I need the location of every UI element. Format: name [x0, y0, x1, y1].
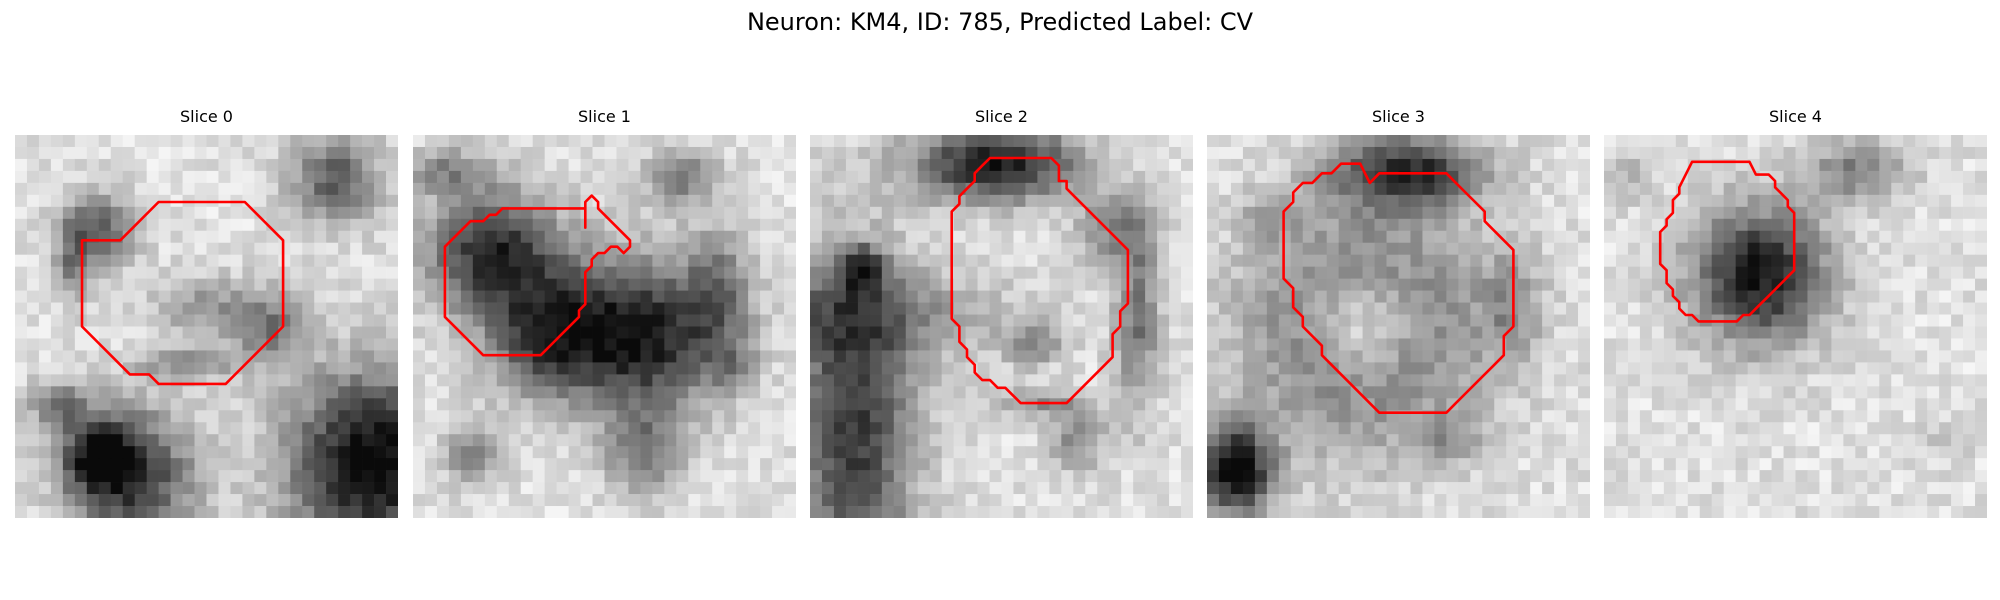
segmentation-contour-3 — [1282, 162, 1515, 415]
slice-pixels-1 — [413, 135, 796, 518]
slice-pixels-4 — [1604, 135, 1987, 518]
segmentation-contour-2 — [950, 156, 1130, 405]
slice-pixels-0 — [15, 135, 398, 518]
slice-image-2 — [810, 135, 1193, 518]
slice-panel-4: Slice 4 — [1604, 106, 1987, 518]
segmentation-contour-0 — [80, 200, 285, 386]
slice-title-1: Slice 1 — [578, 107, 631, 126]
slice-panel-3: Slice 3 — [1207, 106, 1590, 518]
slice-panel-0: Slice 0 — [15, 106, 398, 518]
slice-image-3 — [1207, 135, 1590, 518]
slice-image-0 — [15, 135, 398, 518]
slice-title-2: Slice 2 — [975, 107, 1028, 126]
slice-title-3: Slice 3 — [1372, 107, 1425, 126]
segmentation-contour-1 — [443, 194, 632, 357]
slice-image-svg-1 — [413, 135, 796, 518]
slice-image-svg-2 — [810, 135, 1193, 518]
slice-pixels-2 — [810, 135, 1193, 518]
slice-image-svg-3 — [1207, 135, 1590, 518]
slice-title-4: Slice 4 — [1769, 107, 1822, 126]
slice-pixels-3 — [1207, 135, 1590, 518]
slice-image-svg-0 — [15, 135, 398, 518]
segmentation-contour-4 — [1658, 160, 1796, 323]
slice-title-0: Slice 0 — [180, 107, 233, 126]
slice-panel-1: Slice 1 — [413, 106, 796, 518]
figure-title: Neuron: KM4, ID: 785, Predicted Label: C… — [746, 8, 1254, 36]
slice-image-1 — [413, 135, 796, 518]
slice-panel-2: Slice 2 — [810, 106, 1193, 518]
slice-image-4 — [1604, 135, 1987, 518]
slice-image-svg-4 — [1604, 135, 1987, 518]
